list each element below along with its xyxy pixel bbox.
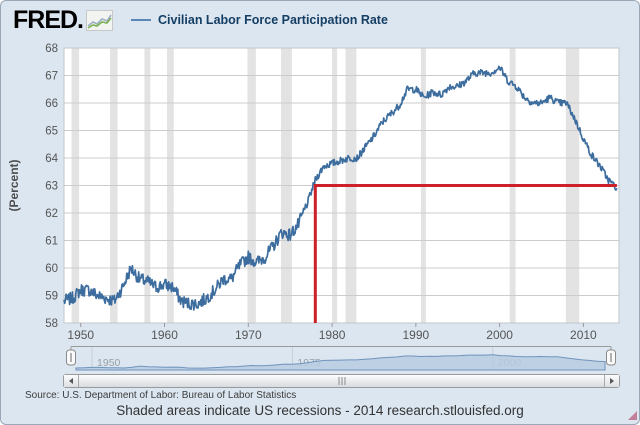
y-tick-label: 59 <box>45 291 58 303</box>
y-tick-label: 62 <box>45 208 58 220</box>
plot-border <box>63 47 620 324</box>
y-axis-title: (Percent) <box>7 159 21 211</box>
source-attribution: Source: U.S. Department of Labor: Bureau… <box>25 390 297 401</box>
right-arrow-icon <box>610 378 614 384</box>
left-arrow-icon <box>69 378 73 384</box>
y-tick-label: 60 <box>45 263 58 275</box>
x-tick-label: 2010 <box>570 328 597 342</box>
main-chart-plot[interactable]: 58 59 60 61 62 63 64 65 66 67 68 1950 1960 1970 1980 19… <box>1 37 640 343</box>
y-tick-label: 58 <box>45 318 58 330</box>
x-tick-label: 1990 <box>402 328 429 342</box>
footer-note: Shaded areas indicate US recessions - 20… <box>116 403 524 418</box>
series-line <box>63 65 618 311</box>
x-tick-label: 2000 <box>486 328 513 342</box>
y-tick-label: 67 <box>45 71 58 83</box>
y-tick-label: 63 <box>45 181 58 193</box>
y-tick-label: 61 <box>45 236 58 248</box>
x-tick-label: 1950 <box>67 328 94 342</box>
y-tick-label: 66 <box>45 98 58 110</box>
fred-logo[interactable]: FRED. <box>13 5 113 35</box>
range-navigator[interactable]: 195019752000 <box>1 345 640 372</box>
x-tick-label: 1960 <box>151 328 178 342</box>
y-tick-label: 68 <box>45 43 58 55</box>
navigator-area[interactable] <box>75 354 606 371</box>
fred-logo-text: FRED. <box>13 6 84 34</box>
scrollbar-right-button[interactable] <box>604 375 619 387</box>
scrollbar-left-button[interactable] <box>64 375 79 387</box>
legend-line-sample-icon <box>131 19 151 21</box>
scrollbar-drag-grip-icon[interactable] <box>338 377 345 385</box>
chart-legend: Civilian Labor Force Participation Rate <box>131 13 388 27</box>
navigator-year-label: 1950 <box>97 357 121 369</box>
y-tick-label: 65 <box>45 126 58 138</box>
fred-sparkline-icon <box>86 9 113 31</box>
legend-series-label: Civilian Labor Force Participation Rate <box>158 13 388 27</box>
resize-handle[interactable] <box>628 411 637 420</box>
chart-scrollbar-track[interactable] <box>63 374 620 388</box>
x-tick-label: 1970 <box>235 328 262 342</box>
x-tick-label: 1980 <box>319 328 346 342</box>
y-tick-label: 64 <box>45 153 58 165</box>
red-annotation-line <box>313 184 617 323</box>
